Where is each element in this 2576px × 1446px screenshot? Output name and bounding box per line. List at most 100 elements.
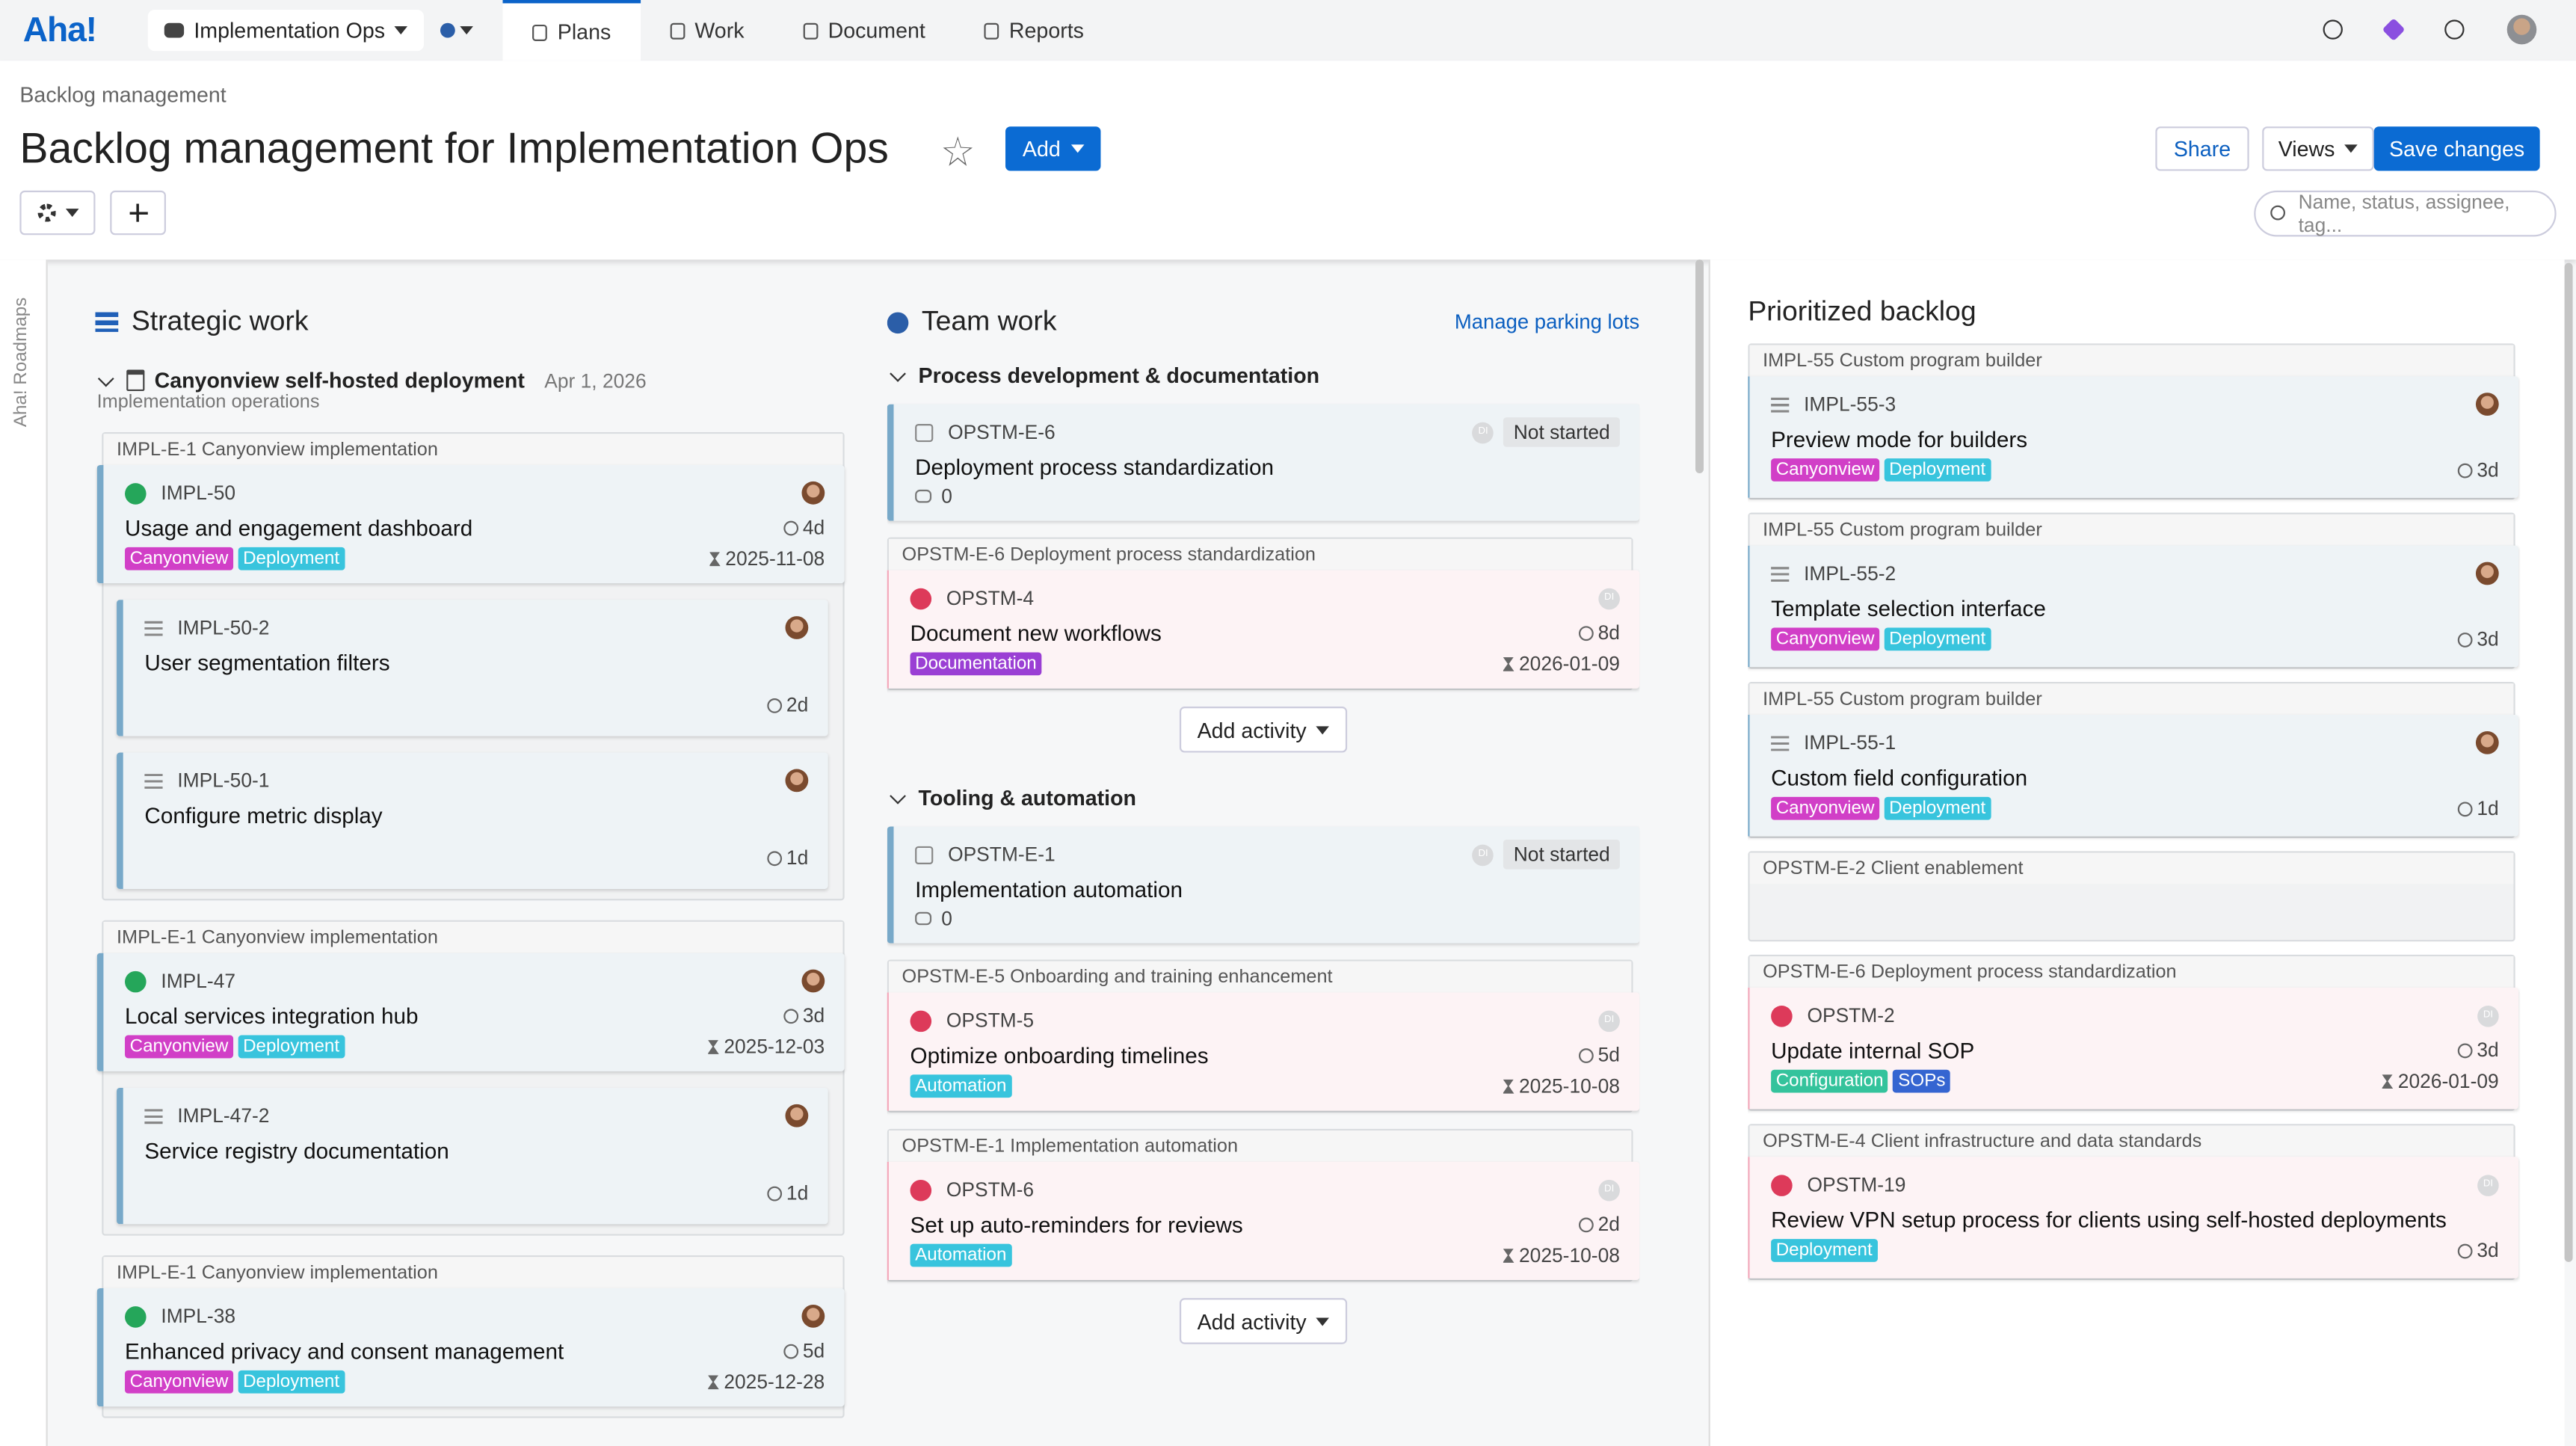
sidebar-label[interactable]: Aha! Roadmaps	[11, 297, 31, 428]
record-card[interactable]: IMPL-55-3 Preview mode for builders Canyon…	[1748, 376, 2519, 498]
workspace-name: Implementation Ops	[194, 18, 386, 43]
record-name: Service registry documentation	[144, 1137, 449, 1163]
add-button[interactable]: Add	[1005, 126, 1101, 171]
record-name: Optimize onboarding timelines	[910, 1042, 1209, 1068]
settings-button[interactable]	[19, 190, 96, 236]
record-card[interactable]: OPSTM-4 DI Document new workflows 8d Documen…	[887, 570, 1640, 689]
section-name: Process development & documentation	[918, 363, 1320, 388]
manage-link[interactable]: Manage parking lots	[1454, 310, 1640, 334]
card-name-row: Local services integration hub 3d	[125, 1000, 825, 1030]
record-card[interactable]: IMPL-38 Enhanced privacy and consent mana…	[96, 1287, 845, 1407]
backlog-column: Prioritized backlog IMPL-55 Custom progra…	[1748, 259, 2520, 1446]
favorite-star[interactable]	[943, 136, 973, 166]
parent-label: IMPL-55 Custom program builder	[1749, 345, 2514, 377]
estimate-value: 3d	[2477, 458, 2499, 482]
ai-icon[interactable]	[2382, 18, 2406, 42]
assignee: DI	[1598, 587, 1620, 609]
record-icon	[915, 845, 934, 864]
card-header: IMPL-47	[125, 966, 825, 996]
nav-tab[interactable]: Work	[641, 0, 774, 61]
icon	[887, 311, 909, 333]
add-activity[interactable]: Add activity	[1179, 1298, 1348, 1344]
card-header: IMPL-55-2	[1771, 559, 2499, 588]
initiative-name: Canyonview self-hosted deployment	[154, 368, 525, 393]
record-card[interactable]: IMPL-55-2 Template selection interface Can…	[1748, 545, 2519, 668]
search-icon[interactable]	[2323, 19, 2343, 40]
record-card[interactable]: OPSTM-19 DI Review VPN setup process for c…	[1748, 1157, 2519, 1279]
plus-button[interactable]	[110, 190, 166, 236]
estimate-value: 8d	[1597, 621, 1620, 644]
tag: Deployment	[238, 1370, 345, 1394]
section-header[interactable]: Tooling & automation	[887, 786, 1640, 810]
nav-tab[interactable]: Reports	[955, 0, 1113, 61]
estimate: 5d	[783, 1339, 825, 1362]
record-card[interactable]: OPSTM-2 DI Update internal SOP 3d Configurat…	[1748, 987, 2519, 1110]
nav-tab[interactable]: Plans	[503, 0, 641, 61]
title: Strategic work	[131, 305, 309, 337]
estimate-value: 5d	[802, 1339, 825, 1362]
card-meta-row: Canyonview Deployment 1d	[1771, 793, 2499, 823]
logo[interactable]: Aha!	[22, 10, 97, 49]
team-column: Team work Manage parking lots Process deve…	[887, 259, 1640, 1446]
section-name: Tooling & automation	[918, 785, 1137, 810]
save-button[interactable]: Save changes	[2373, 126, 2540, 171]
estimate-value: 2d	[1597, 1212, 1620, 1236]
tab-label: Work	[694, 18, 745, 43]
record-icon	[1771, 566, 1790, 581]
tag: Canyonview	[1771, 627, 1879, 651]
tags: Automation	[910, 1243, 1012, 1267]
estimate: 4d	[783, 516, 825, 539]
parent-label: IMPL-E-1 Canyonview implementation	[103, 1257, 843, 1288]
breadcrumb[interactable]: Backlog management	[19, 81, 227, 107]
assignee-avatar	[801, 1304, 825, 1328]
add-activity[interactable]: Add activity	[1179, 707, 1348, 753]
record-card[interactable]: IMPL-47 Local services integration hub 3d C…	[96, 953, 845, 1071]
card-name-row: Template selection interface	[1771, 593, 2499, 623]
card-meta-row: Canyonview Deployment 3d	[1771, 455, 2499, 485]
search-box[interactable]: Name, status, assignee, tag...	[2254, 190, 2557, 237]
due-date-icon	[707, 1039, 719, 1054]
record-name: Set up auto-reminders for reviews	[910, 1211, 1243, 1237]
record-icon	[915, 422, 934, 442]
record-icon	[910, 1009, 932, 1032]
tab-icon	[670, 22, 685, 39]
card-name-row: Deployment process standardization	[915, 452, 1620, 482]
share-button[interactable]: Share	[2155, 126, 2249, 171]
estimate: 5d	[1578, 1044, 1620, 1066]
estimate: 1d	[766, 846, 808, 870]
record-card[interactable]: IMPL-50 Usage and engagement dashboard 4d C…	[96, 464, 845, 584]
card-header: OPSTM-E-1 DI Not started	[915, 840, 1620, 870]
card-header: IMPL-55-3	[1771, 390, 2499, 419]
initiative[interactable]: Canyonview self-hosted deployment Apr 1, …	[95, 368, 851, 393]
view-menu[interactable]	[440, 14, 484, 47]
record-card[interactable]: IMPL-47-2 Service registry documentation 1…	[117, 1087, 828, 1225]
nav-tab[interactable]: Document	[774, 0, 955, 61]
due-date: 2025-10-08	[1503, 1244, 1620, 1267]
record-card[interactable]: OPSTM-E-1 DI Not started Implementation aut…	[887, 826, 1640, 944]
record-card[interactable]: IMPL-50-2 User segmentation filters 2d	[117, 600, 828, 736]
record-icon	[144, 1108, 163, 1124]
record-group: OPSTM-E-1 Implementation automation OPSTM…	[887, 1128, 1640, 1282]
comment-count: 0	[941, 484, 952, 508]
card-meta-row: Canyonview Deployment 3d	[1771, 624, 2499, 654]
user-avatar[interactable]	[2506, 14, 2537, 45]
views-button[interactable]: Views	[2262, 126, 2374, 171]
assignee: DI	[1472, 421, 1494, 443]
record-card[interactable]: IMPL-55-1 Custom field configuration Canyo…	[1748, 714, 2519, 837]
scrollbar[interactable]	[2564, 262, 2573, 1262]
top-nav: Aha! Implementation Ops Plans Work Documen…	[0, 0, 2576, 61]
record-card[interactable]: OPSTM-5 DI Optimize onboarding timelines 5d…	[887, 992, 1640, 1111]
workspace-switcher[interactable]: Implementation Ops	[147, 10, 425, 52]
help-icon[interactable]	[2444, 19, 2465, 40]
tag: Automation	[910, 1074, 1012, 1098]
record-card[interactable]: IMPL-50-1 Configure metric display 1d	[117, 752, 828, 889]
record-card[interactable]: OPSTM-E-6 DI Not started Deployment process…	[887, 404, 1640, 521]
record-card[interactable]: OPSTM-6 DI Set up auto-reminders for revie…	[887, 1161, 1640, 1281]
estimate-icon	[2456, 1042, 2472, 1058]
section-header[interactable]: Process development & documentation	[887, 363, 1640, 388]
card-header: IMPL-38	[125, 1302, 825, 1332]
scrollbar[interactable]	[1695, 259, 1704, 473]
record-name: Template selection interface	[1771, 595, 2046, 621]
tags: Canyonview Deployment	[1771, 796, 1991, 820]
